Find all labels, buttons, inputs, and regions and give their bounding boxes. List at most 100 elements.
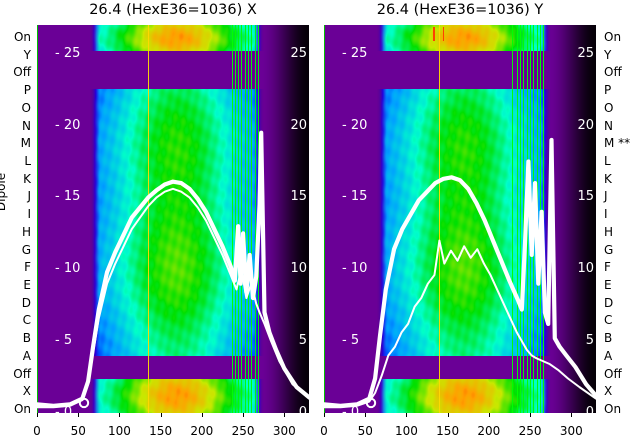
category-axis-tick: H	[21, 224, 31, 239]
category-axis-tick: G	[21, 242, 31, 257]
x-axis-tick-label: 0	[33, 424, 41, 438]
x-axis-tick-mark	[284, 413, 286, 417]
category-axis-tick: D	[604, 295, 614, 310]
heatmap-panel-right: - 25 - 20 - 15 - 10 - 5 - 0 25 20 15 10 5 0	[324, 25, 596, 413]
category-axis-tick: E	[23, 278, 31, 292]
category-axis-tick: F	[604, 260, 611, 275]
x-axis-tick-mark	[530, 413, 532, 417]
inner-y-tick-label: 25	[577, 45, 594, 61]
inner-y-tick-label: 15	[290, 189, 307, 205]
category-axis-tick: A	[604, 348, 613, 363]
y-axis-label: Dipole	[0, 172, 9, 212]
inner-y-tick-label: - 0	[342, 405, 360, 413]
x-axis-tick-mark	[201, 413, 203, 417]
beam-envelope-traces-right	[324, 137, 596, 409]
inner-y-tick-label: 0	[298, 405, 307, 413]
category-axis-tick: B	[604, 331, 613, 346]
category-axis-tick: Y	[23, 47, 31, 62]
category-axis-tick: N	[22, 118, 31, 133]
category-axis-tick: I	[27, 207, 31, 222]
x-axis-tick-mark	[119, 413, 121, 417]
x-axis-tick-label: 150	[149, 424, 173, 438]
origin-marker	[365, 397, 377, 409]
x-axis-tick-mark	[406, 413, 408, 417]
category-axis-tick: K	[604, 171, 612, 186]
inner-y-tick-label: 0	[585, 405, 594, 413]
category-axis-tick: H	[604, 224, 614, 239]
x-axis-tick-label: 300	[559, 424, 583, 438]
x-axis-tick-label: 0	[320, 424, 328, 438]
beam-envelope-trace	[324, 137, 596, 408]
category-axis-tick: I	[604, 207, 608, 222]
x-axis-tick-mark	[447, 413, 449, 417]
category-axis-tick: G	[604, 242, 614, 257]
category-axis-tick: Off	[13, 366, 31, 381]
inner-y-tick-label: 25	[290, 45, 307, 61]
category-axis-tick: M	[20, 136, 31, 151]
inner-y-tick-label: - 15	[55, 189, 81, 205]
category-axis-tick: J	[604, 189, 608, 204]
x-axis-tick-label: 100	[394, 424, 418, 438]
beam-envelope-traces-left	[37, 130, 309, 409]
inner-y-tick-label: 5	[585, 333, 594, 349]
category-axis-tick: B	[22, 331, 31, 346]
heatmap-panel-left: - 25 - 20 - 15 - 10 - 5 - 0 25 20 15 10 5 0	[37, 25, 309, 413]
inner-y-tick-label: - 10	[55, 261, 81, 277]
category-axis-tick: C	[22, 313, 31, 328]
x-axis-tick-mark	[243, 413, 245, 417]
inner-y-tick-label: - 20	[342, 117, 368, 133]
x-axis-tick-label: 200	[190, 424, 214, 438]
x-axis-tick-mark	[488, 413, 490, 417]
category-axis-tick: L	[604, 154, 611, 168]
inner-y-tick-label: - 0	[55, 405, 73, 413]
x-axis-tick-mark	[571, 413, 573, 417]
category-axis-tick: On	[13, 30, 31, 44]
x-axis-tick-label: 150	[436, 424, 460, 438]
category-axis-tick: Y	[604, 47, 612, 62]
category-axis-tick: D	[21, 295, 31, 310]
inner-y-tick-label: 10	[577, 261, 594, 277]
x-axis-tick-label: 250	[518, 424, 542, 438]
panel-title-right: 26.4 (HexE36=1036) Y	[376, 2, 544, 18]
category-axis-tick: N	[604, 118, 613, 133]
category-axis-tick: X	[604, 384, 613, 399]
inner-y-tick-label: - 20	[55, 117, 81, 133]
x-axis-tick-label: 300	[272, 424, 296, 438]
x-axis-tick-label: 50	[357, 424, 373, 438]
category-axis-tick: M **	[604, 136, 631, 151]
inner-y-tick-label: - 25	[342, 45, 368, 61]
beam-envelope-trace	[37, 187, 309, 409]
category-axis-tick: J	[27, 189, 31, 204]
inner-y-tick-label: - 25	[55, 45, 81, 61]
category-axis-tick: On	[13, 402, 31, 416]
origin-marker	[78, 397, 90, 409]
inner-y-tick-label: - 10	[342, 261, 368, 277]
category-axis-tick: Off	[604, 65, 622, 80]
x-axis-tick-mark	[324, 413, 325, 417]
category-axis-tick: L	[24, 154, 31, 168]
beam-envelope-trace	[37, 130, 309, 408]
inner-y-tick-label: 20	[577, 117, 594, 133]
inner-y-tick-label: 20	[290, 117, 307, 133]
inner-y-tick-label: - 15	[342, 189, 368, 205]
category-axis-right: On Y Off P O N M ** L K J I H G F E D C B A Off X On	[600, 25, 640, 415]
category-axis-tick: P	[23, 83, 31, 98]
x-axis-tick-mark	[37, 413, 38, 417]
beam-envelope-trace	[324, 239, 596, 409]
category-axis-tick: On	[604, 30, 622, 44]
category-axis-tick: F	[24, 260, 31, 275]
category-axis-tick: O	[21, 100, 31, 115]
x-axis-right: 0 50 100 150 200 250 300	[320, 413, 596, 440]
category-axis-tick: E	[604, 278, 612, 292]
inner-y-tick-label: 10	[290, 261, 307, 277]
x-axis-tick-mark	[365, 413, 367, 417]
category-axis-tick: P	[604, 83, 612, 98]
category-axis-tick: Off	[13, 65, 31, 80]
x-axis-tick-label: 100	[107, 424, 131, 438]
category-axis-tick: C	[604, 313, 613, 328]
panel-title-left: 26.4 (HexE36=1036) X	[89, 2, 257, 18]
inner-y-tick-label: - 5	[342, 333, 360, 349]
x-axis-tick-label: 250	[231, 424, 255, 438]
inner-y-tick-label: 15	[577, 189, 594, 205]
